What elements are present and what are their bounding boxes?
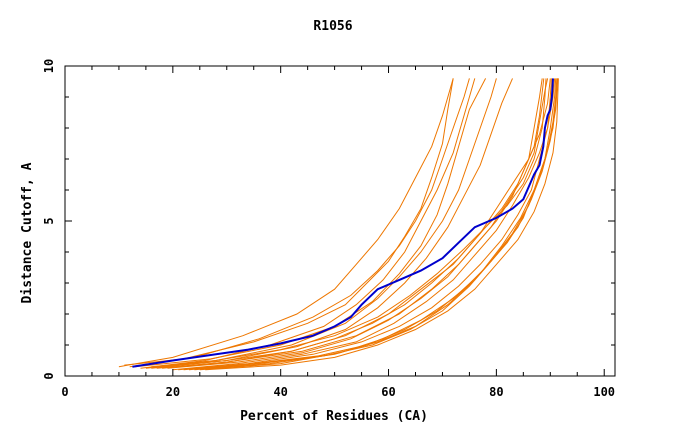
series-line-18	[199, 78, 558, 371]
series-line-5	[135, 78, 487, 368]
x-tick-label: 40	[273, 385, 287, 399]
highlight-series-line	[132, 78, 554, 368]
x-axis-label: Percent of Residues (CA)	[240, 409, 428, 424]
series-line-1	[124, 78, 454, 366]
series-line-4	[140, 78, 476, 369]
y-axis-label: Distance Cutoff, A	[20, 162, 35, 303]
series-line-19	[205, 78, 559, 371]
y-tick-label: 0	[42, 372, 56, 379]
plot-frame	[64, 65, 616, 377]
x-tick-label: 60	[381, 385, 395, 399]
series-line-11	[167, 78, 549, 369]
x-tick-label: 0	[61, 385, 68, 399]
series-line-2	[118, 78, 454, 368]
x-tick-label: 20	[166, 385, 180, 399]
y-tick-label: 5	[42, 217, 56, 224]
x-tick-label: 100	[593, 385, 615, 399]
series-line-10	[151, 78, 547, 368]
y-tick-label: 10	[42, 59, 56, 73]
y-axis-ticks: 0 5 10	[42, 59, 615, 380]
x-tick-label: 80	[489, 385, 503, 399]
x-axis-ticks: 0 20 40 60 80 100	[61, 66, 615, 399]
series-line-13	[172, 78, 552, 371]
series-line-7	[151, 78, 513, 369]
series-line-6	[145, 78, 497, 369]
series-line-12	[162, 78, 551, 368]
series-layer	[118, 78, 559, 371]
series-line-16	[188, 78, 558, 371]
series-line-3	[129, 78, 470, 368]
chart-title: R1056	[313, 19, 352, 34]
